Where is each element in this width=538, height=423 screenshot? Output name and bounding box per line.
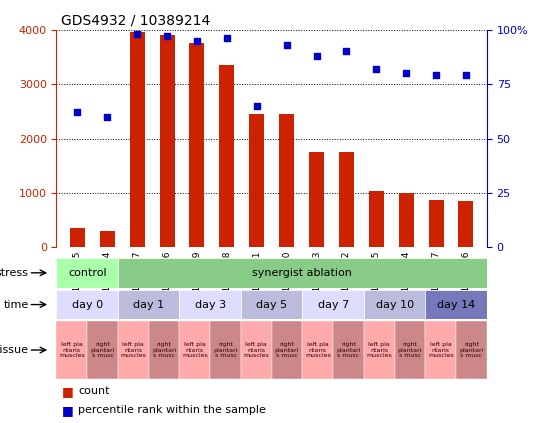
Bar (399, 193, 414, 247)
Text: stress: stress (0, 268, 29, 278)
Point (282, 41, 291, 48)
Text: right
plantari
s musc: right plantari s musc (214, 342, 238, 358)
Text: left pla
ntaris
muscles: left pla ntaris muscles (305, 342, 331, 358)
FancyBboxPatch shape (426, 290, 487, 319)
FancyBboxPatch shape (210, 321, 241, 379)
FancyBboxPatch shape (56, 321, 87, 379)
Text: ■: ■ (62, 385, 74, 398)
FancyBboxPatch shape (302, 290, 364, 319)
Text: right
plantari
s musc: right plantari s musc (152, 342, 176, 358)
Text: synergist ablation: synergist ablation (252, 268, 352, 278)
Text: right
plantari
s musc: right plantari s musc (336, 342, 361, 358)
Bar (429, 200, 443, 247)
Bar (100, 231, 115, 247)
Text: ■: ■ (62, 404, 74, 417)
Text: time: time (3, 299, 29, 310)
Point (402, 70, 410, 77)
Text: day 14: day 14 (437, 299, 475, 310)
FancyBboxPatch shape (241, 290, 302, 319)
Text: right
plantari
s musc: right plantari s musc (459, 342, 484, 358)
FancyBboxPatch shape (426, 321, 456, 379)
Bar (130, 32, 145, 247)
Text: day 1: day 1 (133, 299, 164, 310)
Point (372, 66, 380, 72)
Point (223, 35, 231, 42)
Bar (70, 228, 85, 247)
Text: day 3: day 3 (195, 299, 226, 310)
Point (193, 37, 201, 44)
FancyBboxPatch shape (118, 258, 487, 288)
Text: percentile rank within the sample: percentile rank within the sample (78, 405, 266, 415)
Point (252, 102, 261, 109)
Text: day 10: day 10 (376, 299, 414, 310)
Point (73, 109, 82, 116)
Point (312, 52, 321, 59)
Text: left pla
ntaris
muscles: left pla ntaris muscles (182, 342, 208, 358)
Bar (189, 43, 204, 247)
Bar (309, 152, 324, 247)
FancyBboxPatch shape (333, 321, 364, 379)
Point (432, 72, 441, 79)
Bar (369, 191, 384, 247)
FancyBboxPatch shape (118, 290, 180, 319)
Text: left pla
ntaris
muscles: left pla ntaris muscles (59, 342, 85, 358)
FancyBboxPatch shape (56, 258, 118, 288)
Point (133, 30, 141, 37)
FancyBboxPatch shape (364, 321, 395, 379)
Text: count: count (78, 386, 110, 396)
FancyBboxPatch shape (56, 290, 118, 319)
Bar (220, 65, 235, 247)
Text: day 0: day 0 (72, 299, 103, 310)
FancyBboxPatch shape (87, 321, 118, 379)
Bar (339, 152, 354, 247)
Bar (160, 35, 174, 247)
Text: left pla
ntaris
muscles: left pla ntaris muscles (243, 342, 269, 358)
Point (163, 33, 172, 39)
FancyBboxPatch shape (180, 290, 241, 319)
Bar (279, 114, 294, 247)
Bar (249, 114, 264, 247)
FancyBboxPatch shape (118, 321, 148, 379)
Bar (458, 201, 473, 247)
FancyBboxPatch shape (272, 321, 302, 379)
Text: right
plantari
s musc: right plantari s musc (90, 342, 115, 358)
FancyBboxPatch shape (180, 321, 210, 379)
Text: day 5: day 5 (256, 299, 287, 310)
Text: day 7: day 7 (317, 299, 349, 310)
Text: tissue: tissue (0, 345, 29, 355)
Text: GDS4932 / 10389214: GDS4932 / 10389214 (61, 13, 210, 27)
FancyBboxPatch shape (456, 321, 487, 379)
FancyBboxPatch shape (241, 321, 272, 379)
FancyBboxPatch shape (364, 290, 426, 319)
Text: left pla
ntaris
muscles: left pla ntaris muscles (366, 342, 392, 358)
Text: left pla
ntaris
muscles: left pla ntaris muscles (121, 342, 146, 358)
FancyBboxPatch shape (302, 321, 333, 379)
Point (103, 113, 111, 120)
Point (342, 48, 351, 55)
Text: left pla
ntaris
muscles: left pla ntaris muscles (428, 342, 454, 358)
Text: right
plantari
s musc: right plantari s musc (275, 342, 299, 358)
Text: right
plantari
s musc: right plantari s musc (398, 342, 422, 358)
FancyBboxPatch shape (148, 321, 180, 379)
FancyBboxPatch shape (395, 321, 426, 379)
Point (462, 72, 470, 79)
Text: control: control (68, 268, 107, 278)
